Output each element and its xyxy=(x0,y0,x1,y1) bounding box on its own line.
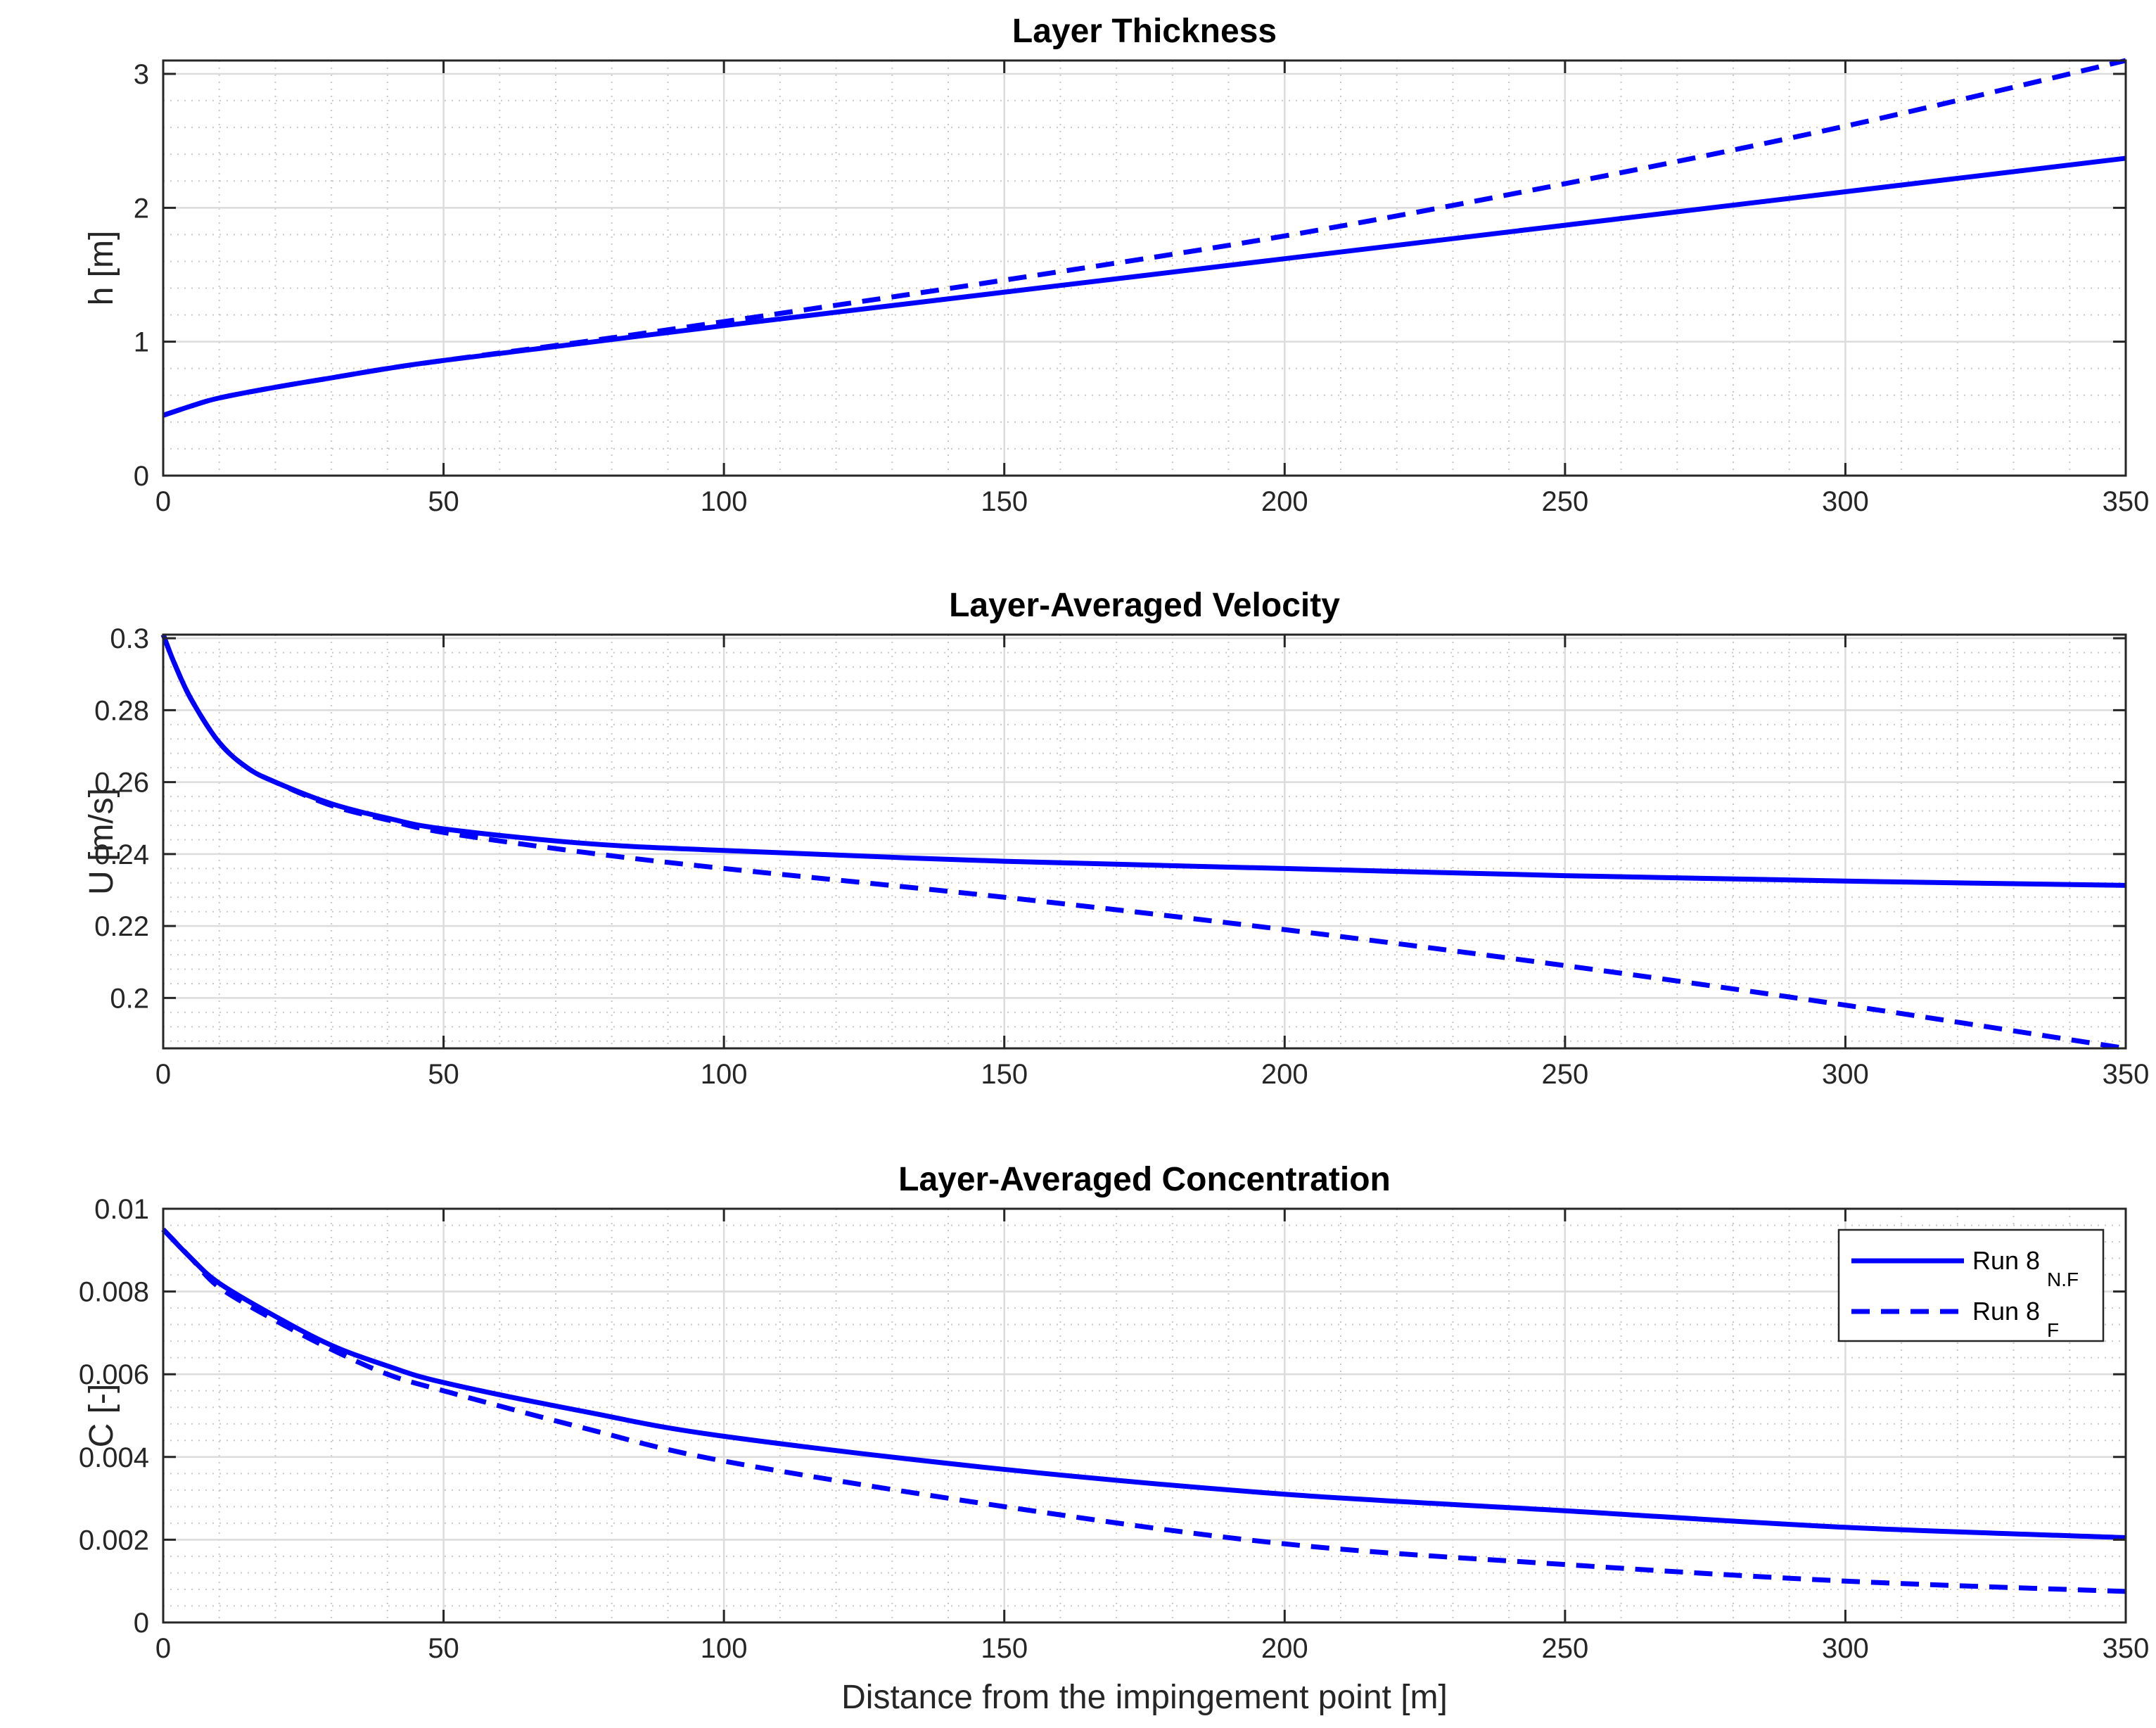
x-tick-label: 250 xyxy=(1541,486,1588,517)
x-tick-label: 150 xyxy=(981,1059,1028,1090)
chart-title: Layer-Averaged Velocity xyxy=(949,587,1340,624)
legend-subscript: F xyxy=(2047,1319,2059,1341)
series-line-run8-f xyxy=(160,633,2126,1051)
tick-marks xyxy=(162,1207,2127,1624)
chart-panel-1: 0 50 100 150 200 250 300 350 0 1 2 3 Layer Thickness… xyxy=(83,13,2149,517)
x-tick-label: 200 xyxy=(1261,1633,1308,1664)
chart-panel-3: 0 50 100 150 200 250 300 350 0 0.002 0.004 0.006 0.0… xyxy=(79,1161,2149,1716)
series-line-run8-f xyxy=(161,1227,2126,1594)
y-axis-label: C [-] xyxy=(83,1384,120,1448)
y-tick-label: 0.28 xyxy=(94,695,149,726)
x-tick-label: 300 xyxy=(1822,1059,1869,1090)
series-line-run8-f xyxy=(162,58,2126,418)
x-tick-label: 150 xyxy=(981,486,1028,517)
chart-title: Layer Thickness xyxy=(1012,13,1277,50)
major-grid xyxy=(162,635,2127,1048)
y-tick-label: 0.2 xyxy=(110,983,149,1014)
tick-marks xyxy=(162,61,2127,477)
x-tick-label: 0 xyxy=(155,1059,171,1090)
tick-marks xyxy=(162,635,2127,1048)
legend-label: Run 8 xyxy=(1972,1246,2040,1275)
y-tick-label: 2 xyxy=(134,193,149,224)
y-tick-label: 0.006 xyxy=(79,1359,149,1390)
y-tick-label: 0.24 xyxy=(94,839,149,870)
x-tick-label: 300 xyxy=(1822,1633,1869,1664)
x-tick-label: 100 xyxy=(701,1633,748,1664)
chart-panel-2: 0 50 100 150 200 250 300 350 0.2 0.22 0.24 0.26 0.28… xyxy=(83,587,2149,1090)
plot-area xyxy=(163,61,2126,476)
x-tick-label: 150 xyxy=(981,1633,1028,1664)
legend-box xyxy=(1837,1228,2105,1342)
y-tick-label: 1 xyxy=(134,327,149,358)
x-tick-label: 200 xyxy=(1261,1059,1308,1090)
y-tick-label: 0.008 xyxy=(79,1277,149,1308)
x-axis-label: Distance from the impingement point [m] xyxy=(841,1679,1448,1716)
y-tick-label: 0.002 xyxy=(79,1525,149,1556)
x-tick-label: 100 xyxy=(701,486,748,517)
plot-area xyxy=(163,1209,2126,1622)
x-tick-label: 50 xyxy=(428,1059,459,1090)
axes-box xyxy=(162,1207,2127,1624)
x-tick-label: 350 xyxy=(2103,486,2150,517)
legend: Run 8 N.F Run 8 F xyxy=(1837,1228,2105,1342)
legend-subscript: N.F xyxy=(2047,1269,2079,1290)
x-tick-label: 0 xyxy=(155,1633,171,1664)
y-axis-label: U [m/s] xyxy=(83,788,120,895)
y-tick-label: 3 xyxy=(134,59,149,90)
minor-grid xyxy=(163,1209,2126,1622)
x-tick-label: 50 xyxy=(428,486,459,517)
y-tick-label: 0 xyxy=(134,1608,149,1639)
y-tick-label: 0.22 xyxy=(94,911,149,942)
chart-title: Layer-Averaged Concentration xyxy=(898,1161,1391,1198)
x-tick-label: 50 xyxy=(428,1633,459,1664)
minor-grid xyxy=(163,61,2126,476)
plot-area xyxy=(163,635,2126,1048)
series-line-run8-nf xyxy=(161,1227,2126,1540)
x-tick-label: 200 xyxy=(1261,486,1308,517)
x-tick-label: 250 xyxy=(1541,1059,1588,1090)
y-tick-label: 0.004 xyxy=(79,1442,149,1473)
x-tick-label: 300 xyxy=(1822,486,1869,517)
x-tick-label: 100 xyxy=(701,1059,748,1090)
y-tick-label: 0 xyxy=(134,461,149,492)
x-tick-label: 0 xyxy=(155,486,171,517)
x-tick-label: 350 xyxy=(2103,1059,2150,1090)
y-axis-label: h [m] xyxy=(83,231,120,306)
axes-box xyxy=(162,633,2127,1050)
y-tick-label: 0.3 xyxy=(110,623,149,654)
y-tick-label: 0.26 xyxy=(94,768,149,799)
y-tick-label: 0.01 xyxy=(94,1194,149,1225)
legend-label: Run 8 xyxy=(1972,1297,2040,1326)
x-tick-label: 250 xyxy=(1541,1633,1588,1664)
x-tick-label: 350 xyxy=(2103,1633,2150,1664)
axes-box xyxy=(162,59,2127,477)
minor-grid xyxy=(163,635,2126,1048)
